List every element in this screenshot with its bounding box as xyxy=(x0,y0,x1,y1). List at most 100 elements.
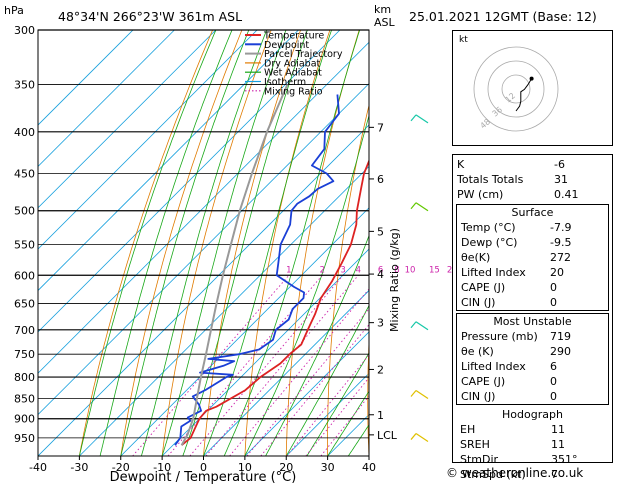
hodo-stat-row: SREH 11 xyxy=(456,437,609,452)
wet-adiabat-line xyxy=(285,304,369,456)
unstable-row: Pressure (mb) 719 xyxy=(457,329,608,344)
unstable-row: θe (K) 290 xyxy=(457,344,608,359)
km-label: km xyxy=(374,3,392,16)
pressure-tick-label: 700 xyxy=(14,324,35,337)
location-label: 48°34'N 266°23'W 361m ASL xyxy=(58,9,243,24)
mixing-ratio-label: 8 xyxy=(394,265,399,275)
isotherm-line xyxy=(38,41,369,374)
wind-barb-flag xyxy=(410,433,417,440)
mixing-ratio-line xyxy=(189,275,344,456)
surface-row: θe(K) 272 xyxy=(457,250,608,265)
surface-row: Lifted Index 20 xyxy=(457,265,608,280)
series-temperature xyxy=(181,158,369,446)
km-tick-label: 1 xyxy=(377,409,384,422)
km-tick-label: 3 xyxy=(377,317,384,330)
wet-adiabat-line xyxy=(79,30,217,456)
pressure-tick-label: 750 xyxy=(14,348,35,361)
dry-adiabat-line xyxy=(79,30,213,456)
legend-label: Wet Adiabat xyxy=(264,68,322,79)
km-tick-label: 2 xyxy=(377,363,384,376)
mixing-ratio-label: 6 xyxy=(378,265,383,275)
pressure-tick-label: 650 xyxy=(14,298,35,311)
dry-adiabat-line xyxy=(327,103,369,456)
wind-barb-flag xyxy=(410,114,417,122)
pressure-tick-label: 550 xyxy=(14,238,35,251)
hodo-stat-value: 11 xyxy=(551,423,565,436)
wind-barb xyxy=(415,202,429,212)
pressure-tick-label: 500 xyxy=(14,205,35,218)
surface-label: CIN (J) xyxy=(461,296,496,309)
isotherm-line xyxy=(244,331,369,456)
hodograph-ring xyxy=(473,46,559,132)
km-tick-label: 7 xyxy=(377,121,384,134)
surface-row: CAPE (J) 0 xyxy=(457,280,608,295)
mixing-ratio-label: 1 xyxy=(286,265,291,275)
dry-adiabat-line xyxy=(407,30,448,456)
wind-barb xyxy=(415,389,429,399)
hodograph-end-point xyxy=(529,76,534,81)
hodograph-trace xyxy=(515,78,533,112)
x-tick-label: 20 xyxy=(279,461,293,474)
mixing-ratio-line xyxy=(246,308,369,456)
isotherm-line xyxy=(38,124,369,456)
legend-label: Isotherm xyxy=(264,77,306,88)
unstable-value: 290 xyxy=(550,345,571,358)
wind-barb-flag xyxy=(410,321,417,329)
hodograph-ring-label: 12 xyxy=(504,91,518,104)
km-tick-label: 4 xyxy=(377,268,384,281)
hodo-stat-label: StmSpd (kt) xyxy=(460,468,526,481)
hodograph-ring xyxy=(501,74,531,104)
wind-barb xyxy=(415,114,429,124)
pressure-tick-label: 600 xyxy=(14,269,35,282)
unstable-label: Pressure (mb) xyxy=(461,330,538,343)
x-axis-title: Dewpoint / Temperature (°C) xyxy=(110,470,297,485)
dry-adiabat-line xyxy=(618,30,629,456)
index-label: K xyxy=(457,158,465,171)
surface-label: Temp (°C) xyxy=(461,221,516,234)
isotherm-line xyxy=(38,30,175,167)
surface-row: CIN (J) 0 xyxy=(457,295,608,310)
mixing-ratio-label: 3 xyxy=(340,265,345,275)
index-label: PW (cm) xyxy=(457,188,504,201)
hodo-stat-row: StmSpd (kt) 7 xyxy=(456,467,609,482)
surface-value: -9.5 xyxy=(550,236,572,249)
index-row: PW (cm) 0.41 xyxy=(453,187,612,202)
pressure-tick-label: 800 xyxy=(14,371,35,384)
surface-label: CAPE (J) xyxy=(461,281,506,294)
km-tick-label: LCL xyxy=(377,429,398,442)
mixing-ratio-label: 15 xyxy=(429,265,440,275)
isotherm-line xyxy=(38,30,341,333)
isotherm-line xyxy=(38,30,258,250)
isotherm-line xyxy=(38,30,134,126)
series-dewpoint xyxy=(174,94,340,446)
hodograph-ring-label: 36 xyxy=(491,105,505,118)
datetime-label: 25.01.2021 12GMT (Base: 12) xyxy=(409,9,597,24)
footer-copyright: © weatheronline.co.uk xyxy=(446,466,584,480)
wind-barb-flag xyxy=(410,202,417,210)
surface-value: 20 xyxy=(550,266,564,279)
index-value: 31 xyxy=(554,173,568,186)
isotherm-line xyxy=(161,248,369,456)
km-tick-label: 6 xyxy=(377,173,384,186)
index-row: Totals Totals 31 xyxy=(453,172,612,187)
hodo-stat-value: 7 xyxy=(551,468,558,481)
hodograph-stats-box: Hodograph EH 11 SREH 11 StmDir 351° StmSpd (kt… xyxy=(456,407,609,482)
legend-label: Dewpoint xyxy=(264,40,309,51)
mixing-ratio-label: 2 xyxy=(320,265,325,275)
wet-adiabat-line xyxy=(306,352,369,456)
wet-adiabat-line xyxy=(99,30,233,456)
wind-barb-flag xyxy=(410,390,417,397)
x-tick-label: -10 xyxy=(153,461,171,474)
pressure-tick-label: 350 xyxy=(14,79,35,92)
most-unstable-box: Most Unstable Pressure (mb) 719 θe (K) 290 L… xyxy=(456,313,609,405)
hodo-stat-row: EH 11 xyxy=(456,422,609,437)
isotherm-line xyxy=(286,372,369,456)
unstable-row: CAPE (J) 0 xyxy=(457,374,608,389)
hodo-stat-label: SREH xyxy=(460,438,490,451)
surface-box: Surface Temp (°C) -7.9 Dewp (°C) -9.5 θe(K) 2… xyxy=(456,204,609,311)
surface-label: Dewp (°C) xyxy=(461,236,518,249)
x-tick-label: 0 xyxy=(200,461,207,474)
pressure-tick-label: 300 xyxy=(14,24,35,37)
x-tick-label: -30 xyxy=(70,461,88,474)
